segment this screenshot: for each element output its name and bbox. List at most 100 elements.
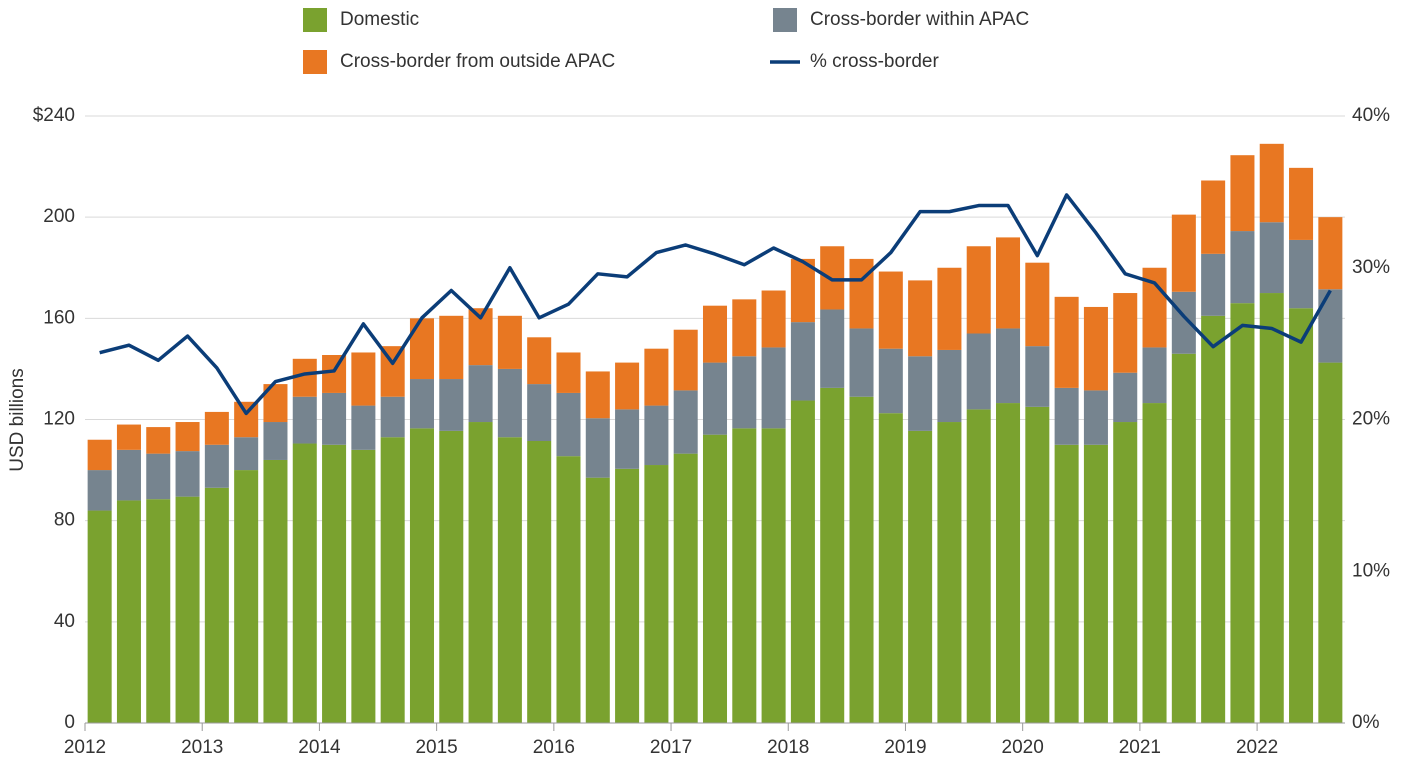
bar-segment: [556, 392, 581, 457]
bar-segment: [937, 422, 962, 723]
bar-segment: [615, 468, 640, 723]
bar-segment: [409, 318, 434, 380]
bar-segment: [527, 384, 552, 441]
y-tick-label: 200: [43, 206, 75, 227]
y2-tick-label: 10%: [1352, 560, 1390, 581]
bar-segment: [937, 349, 962, 423]
bar-segment: [351, 352, 376, 406]
bar-segment: [409, 428, 434, 723]
bar-segment: [409, 379, 434, 429]
legend-label: Cross-border from outside APAC: [340, 51, 615, 72]
bar-segment: [996, 237, 1021, 329]
bar-segment: [1025, 262, 1050, 347]
bar-segment: [849, 328, 874, 397]
y-tick-label: 160: [43, 307, 75, 328]
bar-segment: [908, 356, 933, 431]
y-tick-label: 40: [54, 611, 75, 632]
y-tick-label: 0: [64, 712, 75, 733]
bar-segment: [87, 510, 112, 723]
y2-tick-label: 40%: [1352, 105, 1390, 126]
bar-segment: [849, 396, 874, 723]
bar-segment: [1201, 315, 1226, 723]
bar-segment: [966, 246, 991, 334]
y-tick-label: $240: [33, 105, 75, 126]
bar-segment: [1083, 306, 1108, 391]
bar-segment: [468, 422, 493, 723]
bar-segment: [1259, 222, 1284, 294]
bar-segment: [878, 413, 903, 723]
bar-segment: [439, 379, 464, 431]
bar-segment: [996, 403, 1021, 723]
bar-segment: [966, 333, 991, 410]
bar-segment: [761, 290, 786, 348]
bar-segment: [732, 428, 757, 723]
x-tick-label: 2013: [181, 737, 223, 758]
bar-segment: [1054, 296, 1079, 388]
bar-segment: [673, 390, 698, 454]
bar-segment: [263, 422, 288, 460]
bar-segment: [937, 267, 962, 350]
bar-segment: [116, 424, 141, 450]
bar-segment: [1054, 444, 1079, 723]
bar-segment: [439, 430, 464, 723]
bar-segment: [292, 443, 317, 723]
bar-segment: [351, 449, 376, 723]
bar-segment: [1083, 444, 1108, 723]
bar-segment: [527, 440, 552, 723]
legend-label: Domestic: [340, 9, 419, 30]
bar-segment: [820, 387, 845, 723]
bar-segment: [1142, 347, 1167, 404]
bar-segment: [1318, 362, 1343, 723]
bar-segment: [146, 499, 171, 723]
bar-segment: [380, 396, 405, 438]
y-axis-label: USD billions: [7, 368, 28, 471]
bar-segment: [87, 470, 112, 511]
bar-segment: [1289, 167, 1314, 240]
bar-segment: [790, 322, 815, 401]
y2-tick-label: 20%: [1352, 409, 1390, 430]
legend-swatch: [303, 8, 327, 32]
bar-segment: [1025, 346, 1050, 407]
bar-segment: [761, 428, 786, 723]
bar-segment: [234, 437, 259, 471]
bar-segment: [351, 405, 376, 450]
bar-segment: [1230, 231, 1255, 304]
bar-segment: [1201, 180, 1226, 254]
bar-segment: [146, 427, 171, 454]
bar-segment: [292, 396, 317, 444]
bar-segment: [527, 337, 552, 385]
bar-segment: [1054, 387, 1079, 445]
bar-segment: [439, 315, 464, 380]
bar-segment: [908, 280, 933, 357]
x-tick-label: 2020: [1002, 737, 1044, 758]
x-tick-label: 2016: [533, 737, 575, 758]
bar-segment: [468, 365, 493, 423]
bar-segment: [1259, 143, 1284, 223]
bar-segment: [615, 409, 640, 469]
bar-segment: [1025, 406, 1050, 723]
bar-segment: [234, 401, 259, 438]
bar-segment: [878, 271, 903, 349]
bar-segment: [790, 400, 815, 723]
bar-segment: [644, 405, 669, 466]
bar-segment: [116, 449, 141, 501]
bar-segment: [702, 434, 728, 723]
bar-segment: [322, 392, 347, 445]
bar-segment: [702, 362, 728, 435]
x-tick-label: 2017: [650, 737, 692, 758]
bar-segment: [497, 437, 522, 723]
bar-segment: [1113, 293, 1138, 373]
bar-segment: [204, 411, 229, 445]
y-tick-label: 120: [43, 409, 75, 430]
bar-segment: [644, 348, 669, 406]
bar-segment: [702, 305, 728, 363]
legend-swatch: [773, 8, 797, 32]
y2-tick-label: 30%: [1352, 257, 1390, 278]
bar-segment: [380, 437, 405, 723]
bar-segment: [1289, 308, 1314, 723]
x-tick-label: 2015: [415, 737, 457, 758]
bar-segment: [673, 329, 698, 391]
bar-segment: [673, 453, 698, 723]
bar-segment: [1230, 155, 1255, 232]
